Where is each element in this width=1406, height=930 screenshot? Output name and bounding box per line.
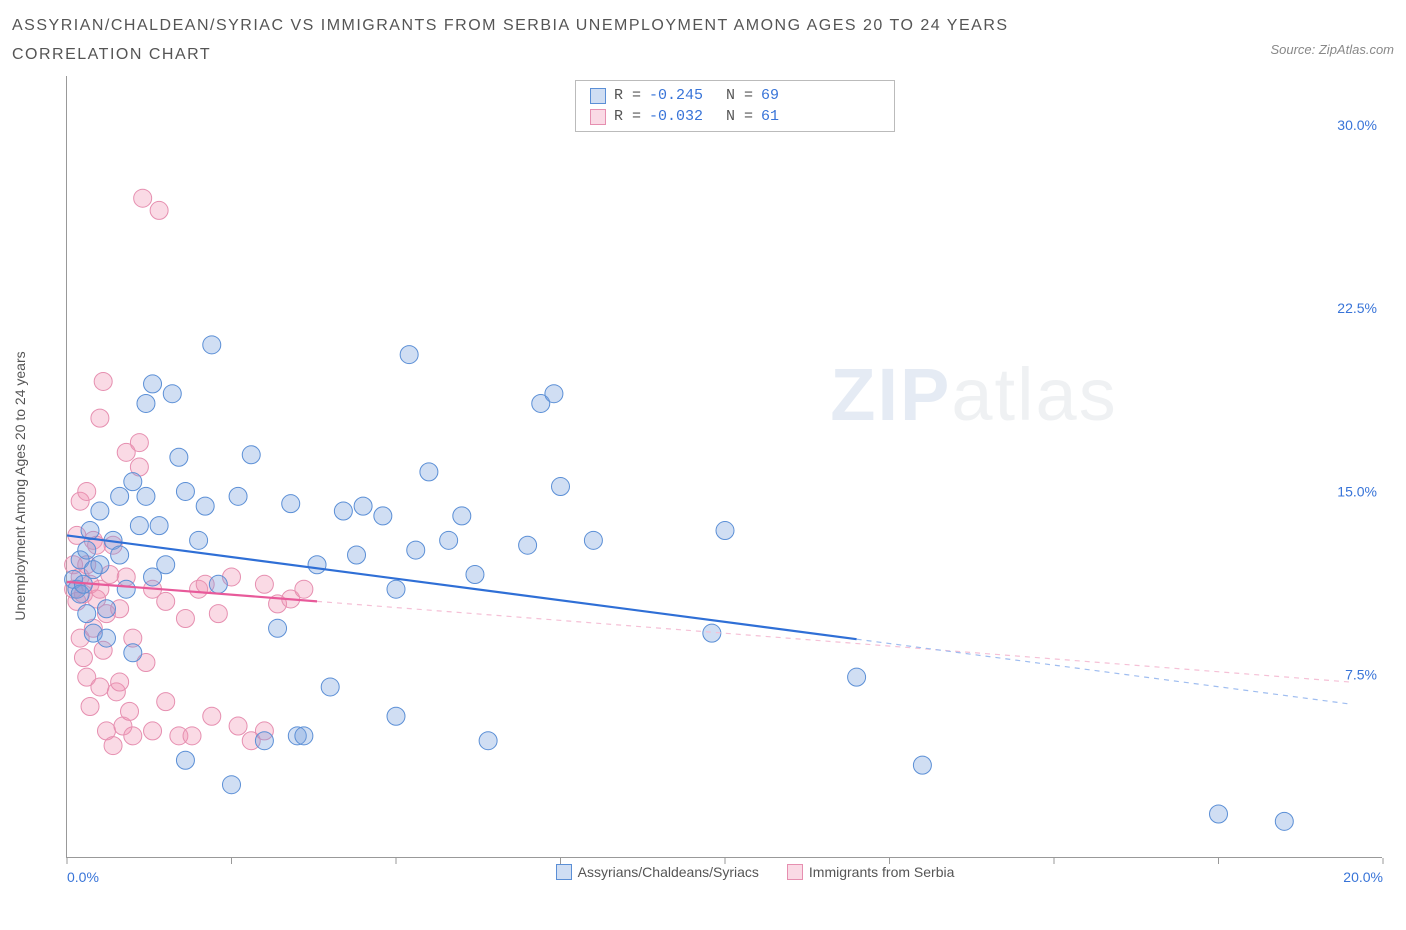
point-assyrian (137, 394, 155, 412)
point-assyrian (190, 531, 208, 549)
point-assyrian (157, 555, 175, 573)
point-assyrian (163, 384, 181, 402)
point-serbia (157, 592, 175, 610)
y-tick-label: 22.5% (1337, 300, 1377, 316)
point-serbia (150, 201, 168, 219)
point-assyrian (209, 575, 227, 593)
point-assyrian (91, 555, 109, 573)
point-assyrian (466, 565, 484, 583)
point-serbia (94, 372, 112, 390)
point-assyrian (124, 643, 142, 661)
point-assyrian (1275, 812, 1293, 830)
point-assyrian (170, 448, 188, 466)
point-assyrian (716, 521, 734, 539)
point-assyrian (229, 487, 247, 505)
point-assyrian (334, 502, 352, 520)
point-serbia (111, 673, 129, 691)
point-assyrian (111, 546, 129, 564)
point-serbia (255, 575, 273, 593)
point-assyrian (91, 502, 109, 520)
point-serbia (295, 580, 313, 598)
x-tick-label: 20.0% (1343, 869, 1383, 885)
point-assyrian (913, 756, 931, 774)
point-serbia (229, 717, 247, 735)
point-assyrian (1210, 805, 1228, 823)
point-assyrian (552, 477, 570, 495)
chart-container: Unemployment Among Ages 20 to 24 years 0… (12, 76, 1394, 896)
point-assyrian (242, 445, 260, 463)
point-assyrian (387, 580, 405, 598)
point-assyrian (176, 751, 194, 769)
point-assyrian (137, 487, 155, 505)
point-assyrian (255, 731, 273, 749)
point-assyrian (354, 497, 372, 515)
y-tick-label: 15.0% (1337, 483, 1377, 499)
bottom-legend: Assyrians/Chaldeans/Syriacs Immigrants f… (475, 864, 1035, 894)
point-serbia (209, 604, 227, 622)
point-assyrian (519, 536, 537, 554)
trend-dashed (857, 639, 1351, 704)
point-assyrian (308, 555, 326, 573)
point-assyrian (348, 546, 366, 564)
point-assyrian (176, 482, 194, 500)
trend-dashed (317, 601, 1350, 682)
chart-title: ASSYRIAN/CHALDEAN/SYRIAC VS IMMIGRANTS F… (12, 12, 1112, 70)
y-tick-label: 30.0% (1337, 116, 1377, 132)
watermark: ZIPatlas (830, 353, 1117, 436)
point-assyrian (848, 668, 866, 686)
point-assyrian (124, 472, 142, 490)
point-assyrian (321, 678, 339, 696)
point-assyrian (223, 775, 241, 793)
point-assyrian (78, 604, 96, 622)
point-serbia (157, 692, 175, 710)
point-assyrian (440, 531, 458, 549)
point-serbia (124, 726, 142, 744)
point-assyrian (196, 497, 214, 515)
x-tick-label: 0.0% (67, 869, 99, 885)
point-assyrian (203, 335, 221, 353)
point-serbia (104, 736, 122, 754)
point-serbia (176, 609, 194, 627)
point-assyrian (97, 629, 115, 647)
point-assyrian (453, 506, 471, 524)
point-assyrian (400, 345, 418, 363)
scatter-plot: 0.0%20.0%7.5%15.0%22.5%30.0%ZIPatlas R =… (66, 76, 1382, 858)
point-serbia (91, 409, 109, 427)
point-assyrian (130, 516, 148, 534)
point-serbia (203, 707, 221, 725)
point-assyrian (584, 531, 602, 549)
point-assyrian (97, 599, 115, 617)
y-tick-label: 7.5% (1345, 666, 1377, 682)
point-assyrian (150, 516, 168, 534)
point-assyrian (117, 580, 135, 598)
point-serbia (81, 697, 99, 715)
point-serbia (91, 678, 109, 696)
stat-legend: R = -0.245 N = 69 R = -0.032 N = 61 (575, 80, 895, 136)
point-serbia (130, 433, 148, 451)
point-assyrian (479, 731, 497, 749)
point-serbia (183, 726, 201, 744)
y-axis-label: Unemployment Among Ages 20 to 24 years (12, 351, 28, 620)
point-assyrian (545, 384, 563, 402)
point-assyrian (387, 707, 405, 725)
point-assyrian (407, 541, 425, 559)
point-serbia (134, 189, 152, 207)
point-serbia (144, 722, 162, 740)
point-assyrian (374, 506, 392, 524)
point-assyrian (269, 619, 287, 637)
point-assyrian (111, 487, 129, 505)
point-serbia (121, 702, 139, 720)
point-assyrian (295, 726, 313, 744)
source-attribution: Source: ZipAtlas.com (1270, 42, 1394, 57)
point-serbia (78, 482, 96, 500)
point-assyrian (78, 541, 96, 559)
point-assyrian (420, 462, 438, 480)
point-serbia (74, 648, 92, 666)
point-assyrian (144, 375, 162, 393)
point-assyrian (282, 494, 300, 512)
